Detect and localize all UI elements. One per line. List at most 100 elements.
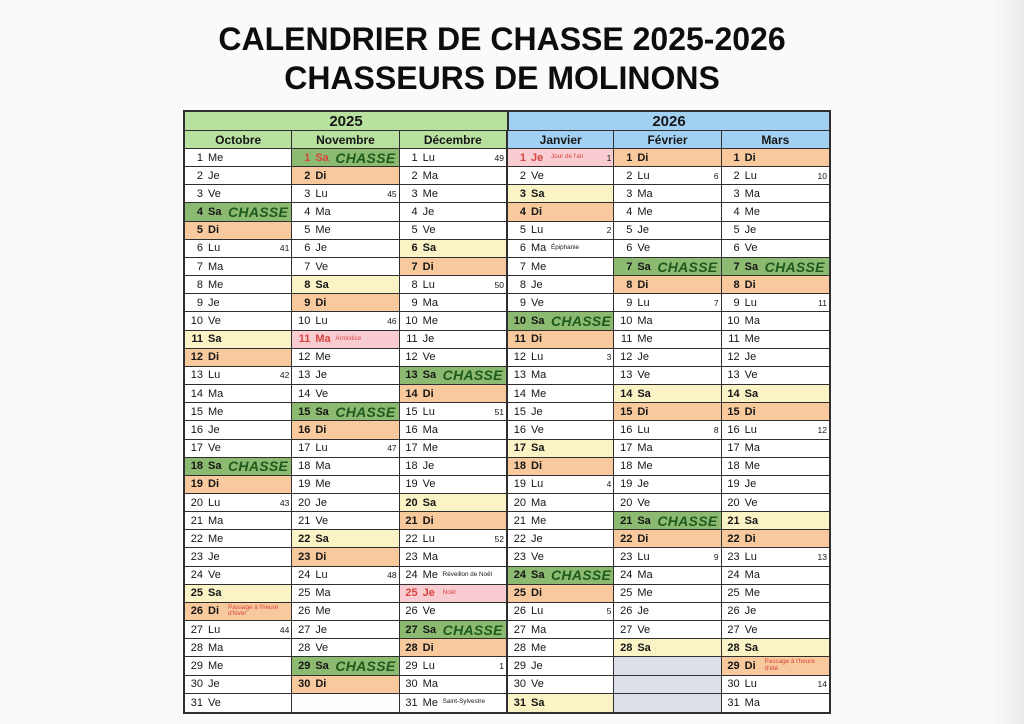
- day-cell: 21 Sa CHASSE: [614, 512, 722, 531]
- month-header-fevrier: Février: [614, 131, 722, 149]
- day-cell: 4 Je: [399, 203, 507, 222]
- day-cell: 20 Ve: [614, 493, 722, 513]
- day-cell: 3 Ve: [185, 185, 293, 204]
- day-cell: 3 Ma: [614, 185, 722, 204]
- day-cell: 20 Sa: [399, 493, 507, 513]
- day-cell: 14 Sa: [614, 385, 722, 404]
- day-cell: 18 Sa CHASSE: [185, 457, 293, 476]
- chasse-label: CHASSE: [551, 567, 612, 584]
- week-number: 13: [817, 552, 827, 563]
- day-cell: 13 Ve: [614, 366, 722, 386]
- day-cell: 23 Ma: [399, 548, 507, 567]
- page-title: CALENDRIER DE CHASSE 2025-2026 CHASSEURS…: [0, 20, 1014, 98]
- chasse-label: CHASSE: [228, 458, 289, 475]
- day-cell: 6 Lu 41: [185, 239, 293, 258]
- day-cell: 21 Me: [507, 512, 615, 531]
- day-cell: 8 Je: [507, 276, 615, 295]
- day-cell: 5 Lu 2: [507, 221, 615, 240]
- day-cell: 3 Ma: [721, 185, 829, 204]
- chasse-label: CHASSE: [657, 512, 718, 529]
- holiday-label: Jour de l'an: [551, 153, 584, 161]
- day-cell: 2 Lu 6: [614, 167, 722, 186]
- day-cell: 1 Me: [185, 149, 293, 168]
- day-cell: 8 Di: [721, 276, 829, 295]
- day-cell: 14 Sa: [721, 385, 829, 404]
- day-cell: 15 Di: [614, 403, 722, 422]
- day-cell: 6 Ve: [721, 239, 829, 258]
- day-cell: 6 Sa: [399, 239, 507, 258]
- day-cell: 20 Lu 43: [185, 493, 293, 513]
- day-cell: 24 Ve: [185, 566, 293, 585]
- day-cell: 1 Di: [721, 149, 829, 168]
- day-cell: 3 Sa: [507, 185, 615, 204]
- day-cell: 6 Je: [292, 239, 400, 258]
- day-cell: 18 Di: [507, 457, 615, 476]
- month-header-octobre: Octobre: [185, 131, 293, 149]
- day-cell: 17 Ma: [721, 439, 829, 458]
- day-cell: 20 Je: [292, 493, 400, 513]
- day-cell: 7 Sa CHASSE: [721, 257, 829, 277]
- day-cell: 25 Ma: [292, 584, 400, 603]
- day-cell: 9 Je: [185, 294, 293, 313]
- day-cell: 29 Sa CHASSE: [292, 657, 400, 676]
- week-number: 5: [606, 606, 612, 617]
- day-cell: 16 Lu 12: [721, 421, 829, 440]
- day-cell: 18 Me: [721, 457, 829, 476]
- day-cell: 29 Me: [185, 657, 293, 676]
- day-cell: 10 Lu 46: [292, 312, 400, 331]
- day-cell: 25 Sa: [185, 584, 293, 603]
- day-cell: 10 Sa CHASSE: [507, 312, 615, 331]
- day-cell: 18 Me: [614, 457, 722, 476]
- day-cell: 4 Sa CHASSE: [185, 203, 293, 222]
- holiday-label: Saint-Sylvestre: [442, 698, 486, 706]
- holiday-label: Réveillon de Noël: [442, 570, 493, 578]
- week-number: 49: [494, 152, 504, 163]
- day-cell: 1 Lu 49: [399, 149, 507, 168]
- day-cell: 3 Lu 45: [292, 185, 400, 204]
- day-cell: 14 Di: [399, 385, 507, 404]
- day-cell: 15 Je: [507, 403, 615, 422]
- day-cell: 28 Me: [507, 639, 615, 658]
- chasse-label: CHASSE: [228, 204, 289, 221]
- day-cell: 2 Di: [292, 167, 400, 186]
- day-cell: 23 Di: [292, 548, 400, 567]
- year-header-2025: 2025: [185, 112, 507, 131]
- day-cell: 12 Di: [185, 348, 293, 367]
- day-cell: 26 Je: [614, 602, 722, 622]
- week-number: 52: [494, 533, 504, 544]
- week-number: 50: [494, 279, 504, 290]
- day-cell: 27 Lu 44: [185, 621, 293, 640]
- day-cell: 2 Lu 10: [721, 167, 829, 186]
- day-cell: 30 Ve: [507, 675, 615, 694]
- day-cell: 5 Je: [614, 221, 722, 240]
- day-cell: 4 Ma: [292, 203, 400, 222]
- day-cell: 9 Lu 11: [721, 294, 829, 313]
- week-number: 45: [387, 188, 397, 199]
- day-cell: 19 Me: [292, 475, 400, 494]
- filler-cell: [614, 693, 722, 712]
- day-cell: 20 Ma: [507, 493, 615, 513]
- day-cell: 27 Je: [292, 621, 400, 640]
- chasse-label: CHASSE: [764, 258, 825, 275]
- week-number: 12: [817, 424, 827, 435]
- week-number: 42: [279, 370, 290, 381]
- chasse-label: CHASSE: [551, 312, 612, 329]
- day-cell: 12 Je: [614, 348, 722, 367]
- day-cell: 26 Ve: [399, 602, 507, 622]
- day-cell: 30 Lu 14: [721, 675, 829, 694]
- day-cell: 27 Ma: [507, 621, 615, 640]
- day-cell: 13 Ma: [507, 366, 615, 386]
- day-cell: 17 Lu 47: [292, 439, 400, 458]
- day-cell: 16 Ve: [507, 421, 615, 440]
- week-number: 9: [713, 552, 719, 563]
- day-cell: 9 Ma: [399, 294, 507, 313]
- day-cell: 13 Ve: [721, 366, 829, 386]
- day-cell: 21 Sa: [721, 512, 829, 531]
- day-cell: 15 Sa CHASSE: [292, 403, 400, 422]
- day-cell: 2 Je: [185, 167, 293, 186]
- day-cell: 16 Je: [185, 421, 293, 440]
- day-cell: 19 Je: [614, 475, 722, 494]
- day-cell: 12 Ve: [399, 348, 507, 367]
- week-number: 46: [387, 315, 397, 326]
- day-cell: 15 Di: [721, 403, 829, 422]
